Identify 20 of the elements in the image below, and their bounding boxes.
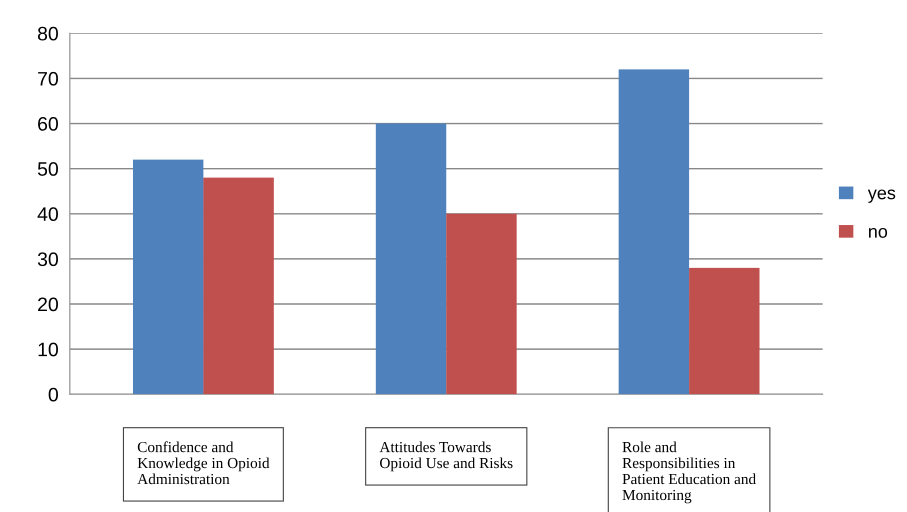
- legend-label: no: [868, 228, 888, 238]
- y-tick-label: 80: [38, 26, 58, 41]
- y-tick-label: 70: [38, 72, 58, 86]
- x-tick-label: Attitudes Towards Opioid Use and Risks: [380, 441, 513, 472]
- y-tick-label: 20: [38, 297, 58, 312]
- bar: [203, 178, 274, 394]
- y-tick-label: 40: [38, 207, 58, 221]
- y-tick-label: 50: [38, 162, 58, 176]
- y-tick-label: 0: [48, 388, 58, 402]
- x-tick-label: Confidence and Knowledge in Opioid Administration: [137, 441, 270, 484]
- bar: [689, 268, 760, 394]
- legend-label: yes: [868, 189, 896, 203]
- bar: [618, 69, 690, 394]
- y-tick-label: 30: [38, 252, 58, 266]
- bar: [376, 124, 446, 394]
- x-tick-label: Role and Responsibilities in Patient Education and Monitoring: [622, 441, 756, 504]
- y-tick-label: 60: [38, 116, 58, 131]
- bar: [132, 160, 204, 394]
- y-tick-label: 10: [38, 342, 58, 356]
- bar: [446, 214, 517, 394]
